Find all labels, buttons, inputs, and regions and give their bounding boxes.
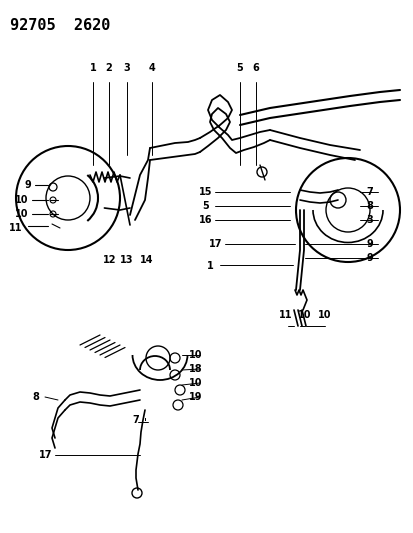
Text: 1: 1 <box>89 63 96 73</box>
Text: 10: 10 <box>15 209 28 219</box>
Text: 10: 10 <box>189 350 202 360</box>
Text: 3: 3 <box>123 63 130 73</box>
Text: 8: 8 <box>366 201 373 211</box>
Text: 3: 3 <box>366 215 373 225</box>
Text: 5: 5 <box>236 63 243 73</box>
Text: 16: 16 <box>199 215 212 225</box>
Text: 5: 5 <box>202 201 209 211</box>
Text: 9: 9 <box>366 239 373 249</box>
Text: 13: 13 <box>120 255 133 265</box>
Text: 1: 1 <box>206 261 213 271</box>
Text: 18: 18 <box>189 364 202 374</box>
Text: 7: 7 <box>366 187 373 197</box>
Text: 10: 10 <box>15 195 28 205</box>
Text: 4: 4 <box>148 63 155 73</box>
Text: 9: 9 <box>366 253 373 263</box>
Text: 17: 17 <box>209 239 222 249</box>
Text: 10: 10 <box>318 310 331 320</box>
Text: 17: 17 <box>39 450 52 460</box>
Text: 92705  2620: 92705 2620 <box>10 18 110 33</box>
Text: 2: 2 <box>105 63 112 73</box>
Text: 7: 7 <box>132 415 139 425</box>
Text: 15: 15 <box>199 187 212 197</box>
Text: 12: 12 <box>103 255 116 265</box>
Text: 6: 6 <box>252 63 259 73</box>
Text: 11: 11 <box>279 310 292 320</box>
Text: 14: 14 <box>140 255 153 265</box>
Text: 19: 19 <box>189 392 202 402</box>
Text: 8: 8 <box>33 392 39 402</box>
Text: 9: 9 <box>24 180 31 190</box>
Text: 11: 11 <box>9 223 23 233</box>
Text: 10: 10 <box>297 310 311 320</box>
Text: 10: 10 <box>189 378 202 388</box>
